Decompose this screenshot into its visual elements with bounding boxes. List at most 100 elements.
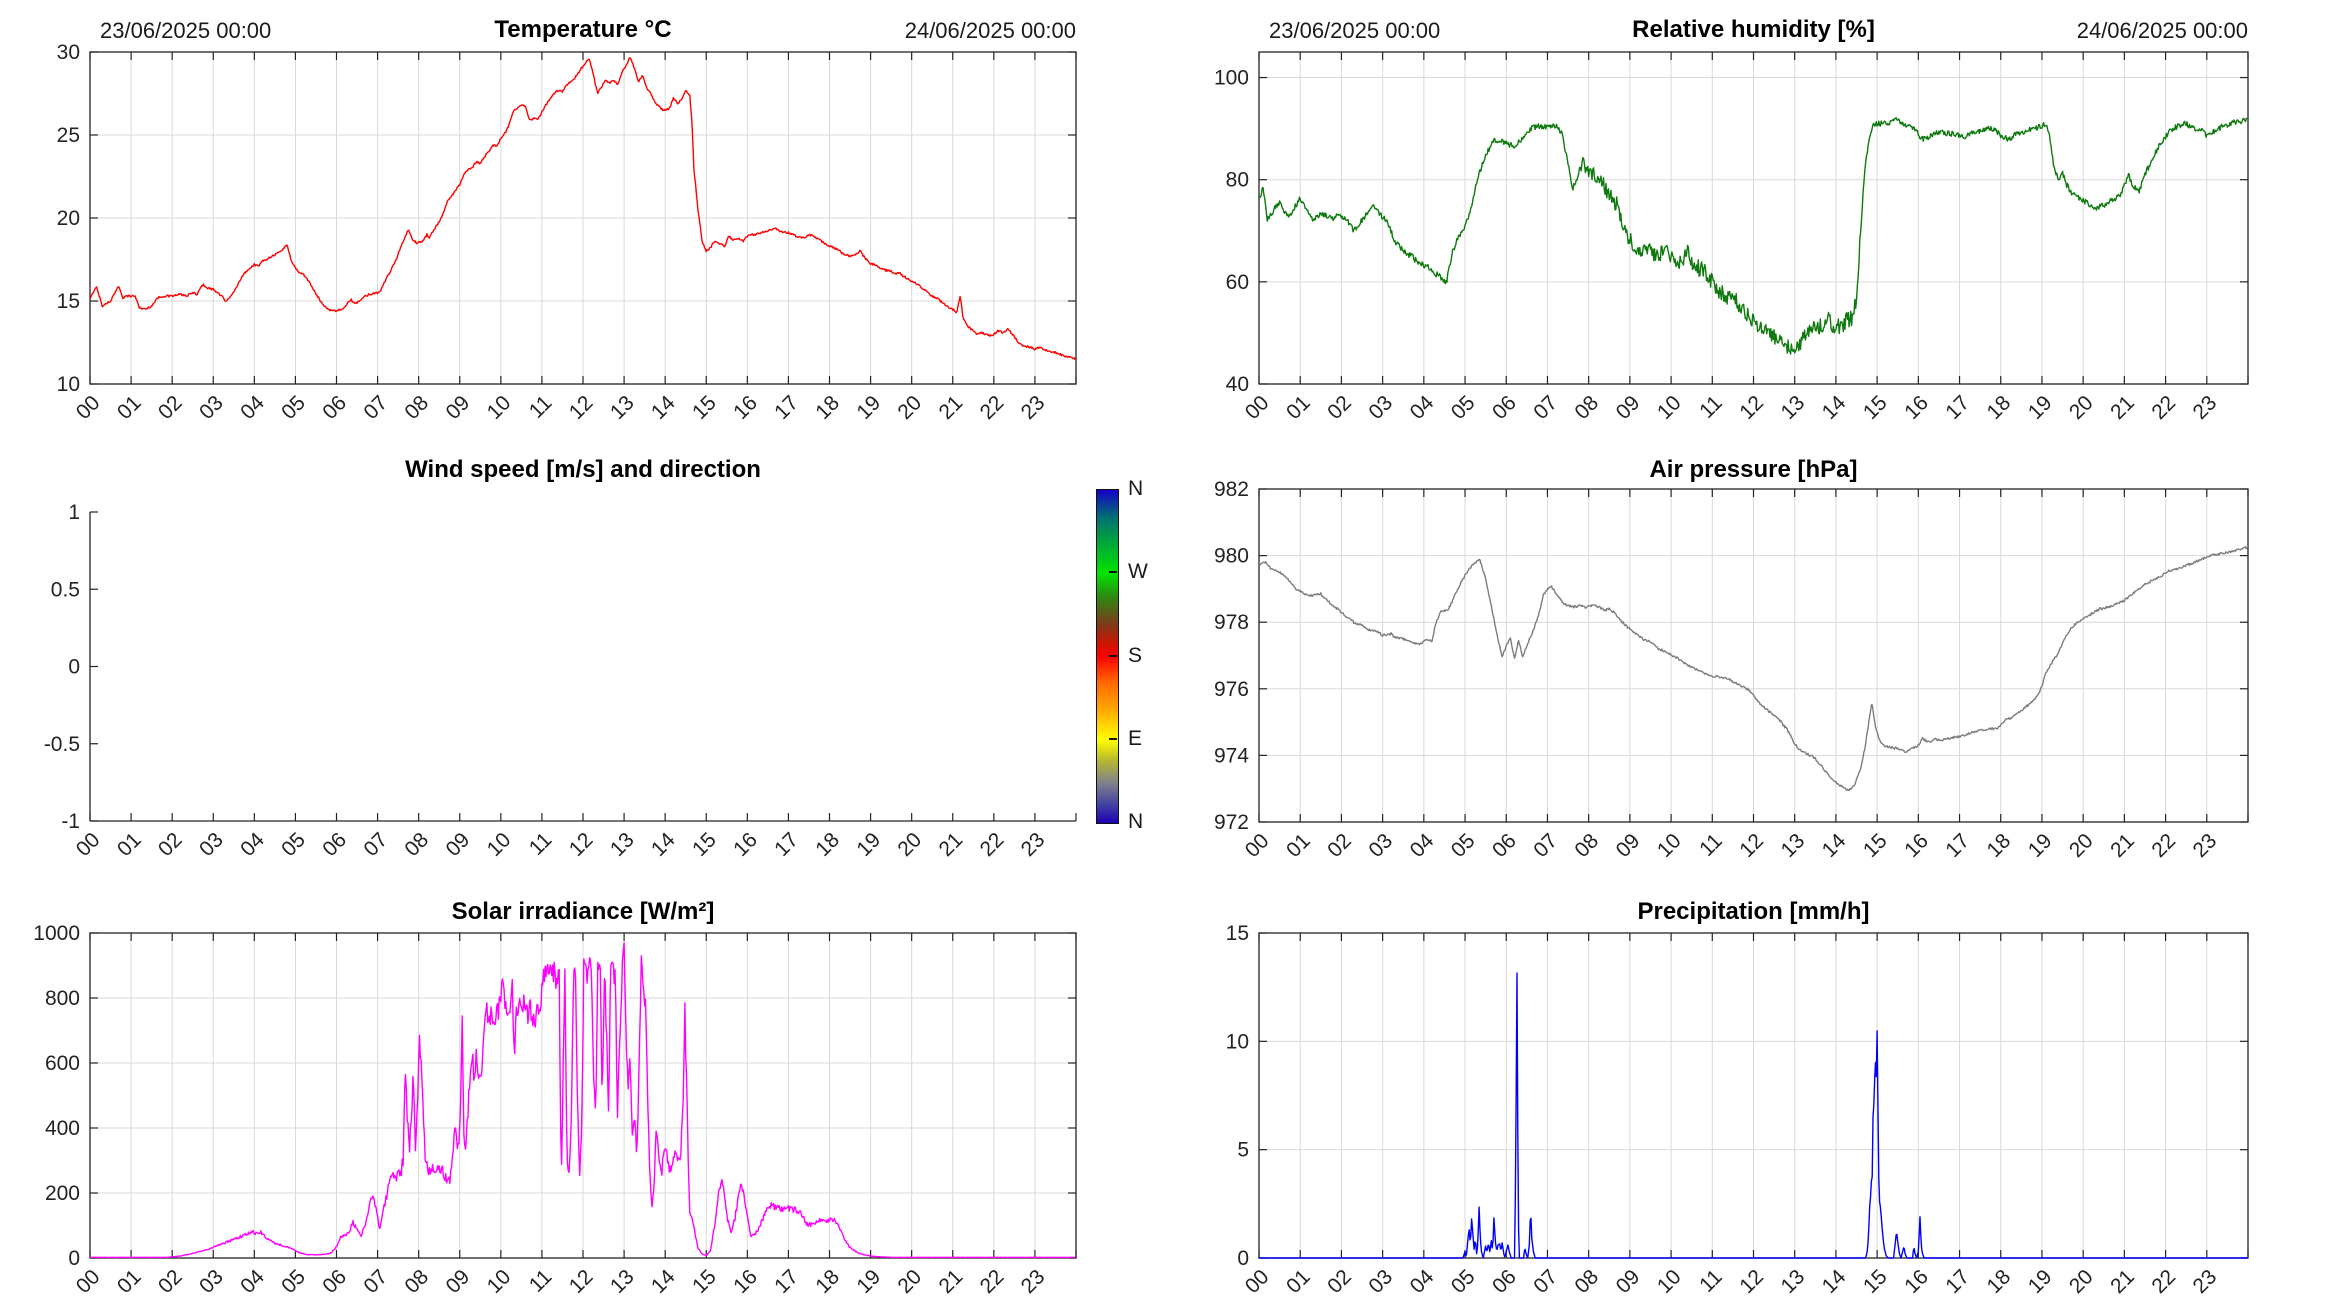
x-tick-label: 00: [1241, 829, 1274, 862]
x-tick-label: 18: [811, 391, 844, 424]
x-tick-label: 04: [1406, 829, 1439, 862]
x-tick-label: 04: [1406, 1265, 1439, 1298]
x-tick-label: 20: [893, 1265, 926, 1298]
precipitation-line: [1259, 972, 2248, 1259]
y-tick-label: 0: [68, 656, 80, 679]
x-tick-label: 09: [1612, 1265, 1645, 1298]
y-tick-label: 600: [45, 1052, 80, 1075]
x-tick-label: 09: [1612, 391, 1645, 424]
wind-chart: 00 01 02 03 04 05 06 07 08 09 10 11 12 13 14 15 16 17 18 19…: [44, 501, 1077, 861]
x-tick-label: 22: [2147, 829, 2180, 862]
x-tick-label: 01: [113, 828, 146, 861]
x-tick-label: 14: [1818, 391, 1851, 424]
x-tick-label: 23: [2189, 1265, 2222, 1298]
y-tick-label: 80: [1226, 169, 1249, 192]
x-tick-label: 11: [1695, 1265, 1727, 1297]
x-tick-label: 17: [1941, 1265, 1974, 1298]
x-tick-label: 05: [1447, 1265, 1480, 1298]
x-tick-label: 22: [976, 828, 1009, 861]
x-tick-label: 14: [1818, 1265, 1851, 1298]
y-tick-label: 20: [57, 207, 80, 230]
x-tick-label: 23: [2189, 829, 2222, 862]
x-tick-label: 12: [1735, 391, 1768, 424]
x-tick-label: 01: [1282, 391, 1315, 424]
x-tick-label: 03: [195, 1265, 228, 1298]
x-tick-label: 08: [400, 1265, 433, 1298]
x-tick-label: 15: [1859, 829, 1892, 862]
chart-title-precipitation: Precipitation [mm/h]: [1637, 898, 1870, 925]
x-tick-label: 10: [1653, 1265, 1686, 1298]
x-tick-label: 12: [1735, 829, 1768, 862]
x-tick-label: 06: [318, 391, 351, 424]
x-tick-label: 20: [2065, 391, 2098, 424]
y-tick-label: 15: [1226, 922, 1249, 945]
x-tick-label: 02: [154, 391, 187, 424]
x-tick-label: 23: [1017, 828, 1050, 861]
x-tick-label: 16: [729, 391, 762, 424]
x-tick-label: 02: [1323, 829, 1356, 862]
x-tick-label: 19: [852, 391, 885, 424]
x-tick-label: 07: [359, 828, 392, 861]
y-tick-label: 25: [57, 124, 80, 147]
colorbar-label-e: E: [1128, 727, 1143, 750]
chart-title-solar: Solar irradiance [W/m²]: [451, 898, 715, 925]
x-tick-label: 22: [2147, 1265, 2180, 1298]
x-tick-label: 23: [1017, 391, 1050, 424]
x-tick-label: 11: [1695, 829, 1727, 861]
x-tick-label: 01: [113, 391, 146, 424]
x-tick-label: 07: [359, 1265, 392, 1298]
x-tick-label: 09: [442, 1265, 475, 1298]
x-tick-label: 21: [935, 391, 968, 424]
chart-title-temperature: Temperature °C: [494, 16, 672, 43]
x-tick-label: 15: [688, 828, 721, 861]
colorbar-label-w: W: [1128, 560, 1148, 583]
x-tick-label: 05: [1447, 829, 1480, 862]
x-tick-label: 09: [1612, 829, 1645, 862]
x-tick-label: 17: [770, 1265, 803, 1298]
solar-irradiance-chart: 00 01 02 03 04 05 06 07 08 09 10 11 12 13 14 15 16 17 18 19…: [33, 922, 1077, 1298]
colorbar-label-n-top: N: [1128, 477, 1144, 500]
date-end-temperature: 24/06/2025 00:00: [904, 18, 1076, 43]
x-tick-label: 17: [1941, 829, 1974, 862]
x-tick-label: 13: [606, 828, 639, 861]
y-tick-label: 400: [45, 1117, 80, 1140]
x-tick-label: 18: [1983, 1265, 2016, 1298]
x-tick-label: 11: [525, 1265, 557, 1297]
x-tick-label: 02: [1323, 391, 1356, 424]
precipitation-chart: 00 01 02 03 04 05 06 07 08 09 10 11 12 13 14 15 16 17 18 19…: [1226, 922, 2249, 1298]
x-tick-label: 21: [2106, 1265, 2139, 1298]
chart-title-wind: Wind speed [m/s] and direction: [405, 456, 761, 483]
x-tick-label: 12: [565, 828, 598, 861]
x-tick-label: 16: [729, 1265, 762, 1298]
y-tick-label: 5: [1237, 1139, 1249, 1162]
x-tick-label: 17: [770, 391, 803, 424]
x-tick-label: 10: [483, 1265, 516, 1298]
x-tick-label: 06: [318, 828, 351, 861]
x-tick-label: 17: [770, 828, 803, 861]
x-tick-label: 15: [1859, 391, 1892, 424]
x-tick-label: 20: [2065, 829, 2098, 862]
relative-humidity-line: [1259, 117, 2248, 355]
x-tick-label: 06: [318, 1265, 351, 1298]
x-tick-label: 19: [852, 828, 885, 861]
x-tick-label: 03: [1364, 391, 1397, 424]
x-tick-label: 03: [195, 828, 228, 861]
air-pressure-chart: 00 01 02 03 04 05 06 07 08 09 10 11 12 13 14 15 16 17 18 19…: [1214, 478, 2249, 862]
x-tick-label: 02: [154, 1265, 187, 1298]
x-tick-label: 03: [1364, 829, 1397, 862]
x-tick-label: 01: [1282, 829, 1315, 862]
x-tick-label: 03: [195, 391, 228, 424]
x-tick-label: 06: [1488, 391, 1521, 424]
x-tick-label: 04: [236, 828, 269, 861]
air-pressure-line: [1259, 546, 2248, 792]
x-tick-label: 17: [1941, 391, 1974, 424]
x-tick-label: 14: [647, 828, 680, 861]
x-tick-label: 21: [2106, 391, 2139, 424]
x-tick-label: 07: [359, 391, 392, 424]
x-tick-label: 06: [1488, 829, 1521, 862]
y-tick-label: 982: [1214, 478, 1249, 501]
x-tick-label: 05: [1447, 391, 1480, 424]
x-tick-label: 22: [976, 1265, 1009, 1298]
colorbar-tick-e: [1109, 738, 1117, 740]
